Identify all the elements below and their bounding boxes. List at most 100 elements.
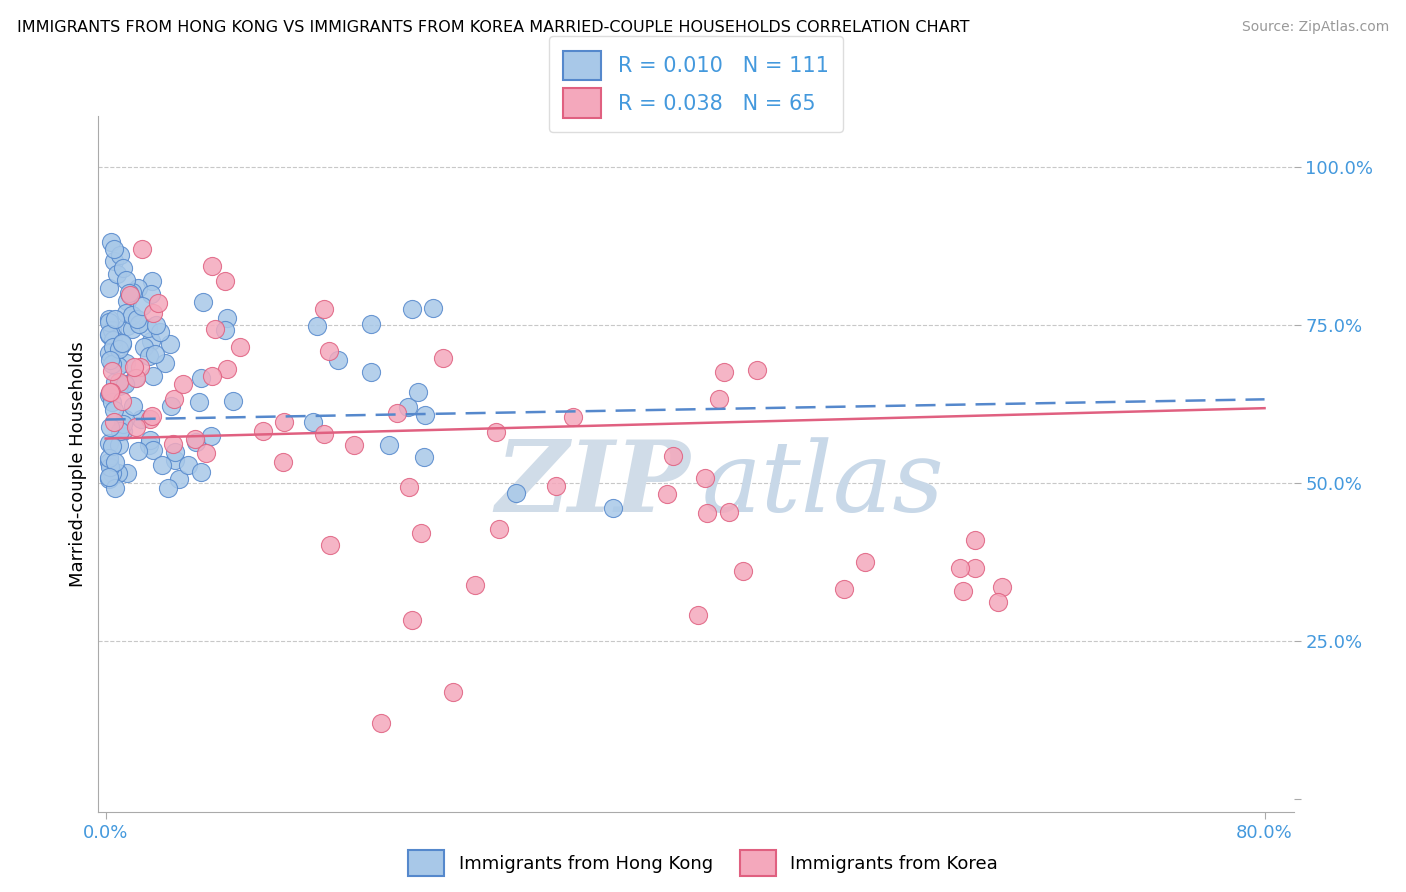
Point: [118, 288, 141, 302]
Point: [97, 315, 120, 329]
Point: [101, 323, 124, 337]
Point: [103, 415, 125, 429]
Point: [104, 375, 127, 389]
Point: [128, 281, 150, 295]
Point: [163, 392, 186, 407]
Point: [693, 471, 716, 485]
Point: [162, 437, 184, 451]
Point: [98, 386, 121, 401]
Point: [201, 259, 224, 273]
Point: [98, 420, 121, 434]
Point: [987, 595, 1010, 609]
Point: [314, 301, 336, 316]
Point: [412, 450, 434, 464]
Point: [343, 438, 366, 452]
Point: [190, 371, 212, 385]
Point: [184, 434, 207, 449]
Point: [100, 364, 122, 378]
Point: [686, 607, 709, 622]
Point: [200, 429, 222, 443]
Legend: Immigrants from Hong Kong, Immigrants from Korea: Immigrants from Hong Kong, Immigrants fr…: [401, 843, 1005, 883]
Point: [125, 312, 148, 326]
Point: [222, 394, 245, 409]
Point: [387, 406, 409, 420]
Point: [97, 388, 120, 402]
Point: [952, 583, 974, 598]
Point: [97, 470, 120, 484]
Point: [111, 417, 134, 431]
Point: [662, 449, 685, 463]
Text: Source: ZipAtlas.com: Source: ZipAtlas.com: [1241, 20, 1389, 34]
Point: [696, 506, 718, 520]
Point: [157, 481, 180, 495]
Point: [195, 446, 218, 460]
Point: [155, 356, 177, 370]
Point: [103, 402, 125, 417]
Point: [401, 302, 423, 317]
Point: [131, 412, 153, 426]
Point: [602, 501, 624, 516]
Point: [124, 371, 146, 385]
Point: [107, 375, 129, 389]
Point: [114, 412, 136, 426]
Point: [108, 248, 131, 262]
Point: [172, 377, 194, 392]
Point: [188, 395, 211, 409]
Point: [326, 353, 349, 368]
Point: [111, 394, 134, 409]
Point: [422, 301, 444, 315]
Point: [217, 310, 239, 325]
Point: [141, 334, 163, 348]
Point: [97, 450, 120, 465]
Point: [121, 399, 143, 413]
Point: [107, 438, 129, 452]
Point: [413, 408, 436, 422]
Point: [110, 425, 132, 439]
Point: [163, 453, 186, 467]
Point: [655, 486, 678, 500]
Point: [131, 299, 153, 313]
Point: [370, 716, 392, 731]
Point: [97, 281, 120, 295]
Y-axis label: Married-couple Households: Married-couple Households: [69, 341, 87, 587]
Point: [127, 443, 149, 458]
Point: [149, 325, 172, 339]
Point: [136, 321, 159, 335]
Point: [488, 522, 510, 536]
Point: [505, 485, 527, 500]
Point: [401, 613, 423, 627]
Point: [107, 359, 129, 374]
Point: [273, 416, 295, 430]
Point: [115, 294, 138, 309]
Point: [312, 427, 335, 442]
Point: [193, 294, 215, 309]
Point: [217, 362, 239, 376]
Point: [409, 526, 432, 541]
Point: [97, 472, 120, 486]
Point: [104, 312, 127, 326]
Point: [561, 410, 583, 425]
Point: [108, 379, 131, 393]
Point: [141, 274, 163, 288]
Point: [121, 308, 143, 322]
Point: [100, 235, 122, 250]
Point: [97, 326, 120, 341]
Point: [184, 432, 207, 446]
Point: [121, 322, 143, 336]
Point: [160, 400, 183, 414]
Point: [142, 369, 165, 384]
Point: [100, 357, 122, 371]
Point: [115, 318, 138, 333]
Point: [97, 436, 120, 450]
Point: [112, 377, 135, 392]
Point: [731, 565, 754, 579]
Point: [115, 273, 138, 287]
Point: [271, 455, 294, 469]
Point: [201, 369, 224, 384]
Point: [853, 555, 876, 569]
Point: [98, 385, 121, 400]
Point: [105, 267, 128, 281]
Point: [229, 341, 252, 355]
Point: [101, 333, 124, 347]
Point: [713, 364, 735, 378]
